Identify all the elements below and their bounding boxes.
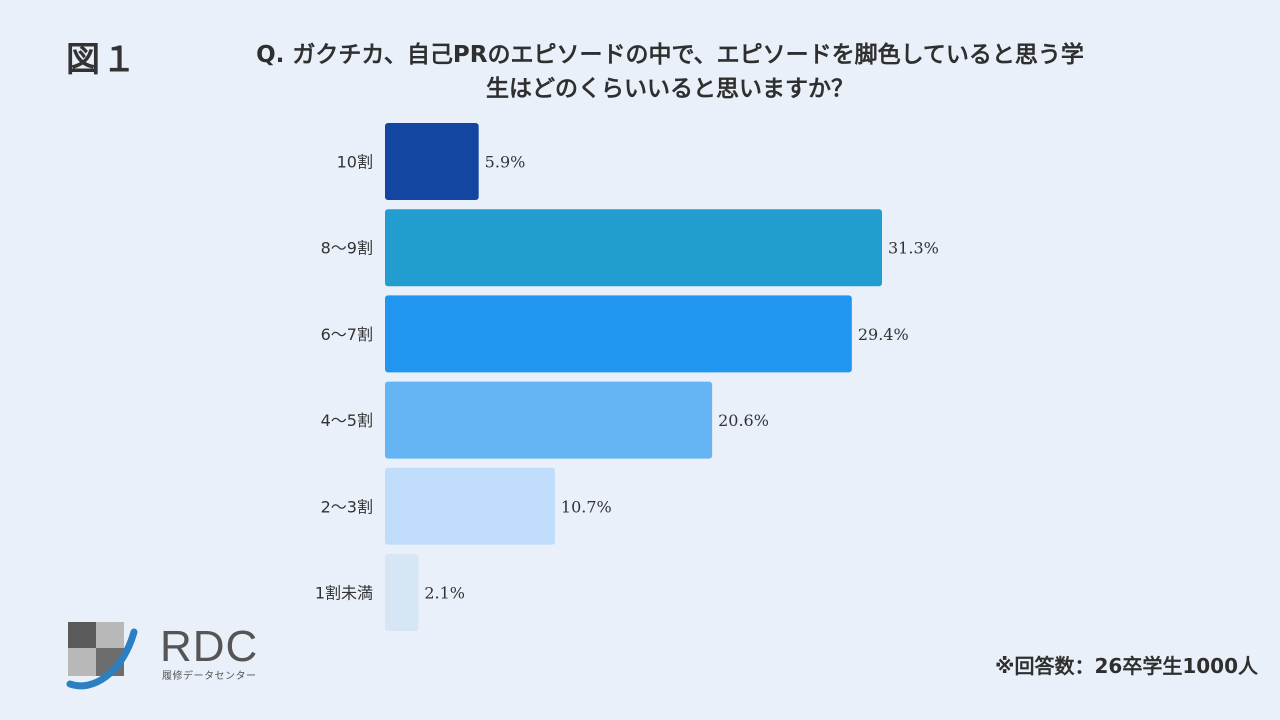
value-label: 2.1%: [424, 584, 465, 603]
category-label: 6～7割: [321, 325, 373, 344]
value-label: 5.9%: [485, 153, 526, 172]
value-label: 31.3%: [888, 239, 939, 258]
bar-3: [385, 295, 852, 373]
logo-name: RDC: [160, 622, 259, 671]
response-count-note: ※回答数：26卒学生1000人: [995, 654, 1258, 678]
category-label: 10割: [337, 153, 373, 172]
logo-subtitle: 履修データセンター: [162, 671, 257, 682]
category-label: 4～5割: [321, 411, 373, 430]
value-label: 20.6%: [718, 411, 769, 430]
category-label: 1割未満: [315, 584, 373, 603]
bar-6: [385, 554, 419, 631]
chart-title-line-1: Q. ガクチカ、自己PRのエピソードの中で、エピソードを脚色していると思う学: [256, 42, 1084, 68]
figure-label: 図１: [66, 40, 138, 80]
chart-title: Q. ガクチカ、自己PRのエピソードの中で、エピソードを脚色していると思う学 生…: [170, 38, 1170, 106]
chart-title-line-2: 生はどのくらいいると思いますか？: [486, 76, 854, 102]
bar-5: [385, 467, 555, 545]
value-label: 10.7%: [561, 497, 612, 516]
bar-1: [385, 123, 479, 200]
category-label: 8～9割: [321, 239, 373, 258]
bar-2: [385, 209, 882, 287]
rdc-logo-icon: [66, 622, 138, 690]
bar-4: [385, 381, 713, 459]
value-label: 29.4%: [858, 325, 909, 344]
category-label: 2～3割: [321, 497, 373, 516]
